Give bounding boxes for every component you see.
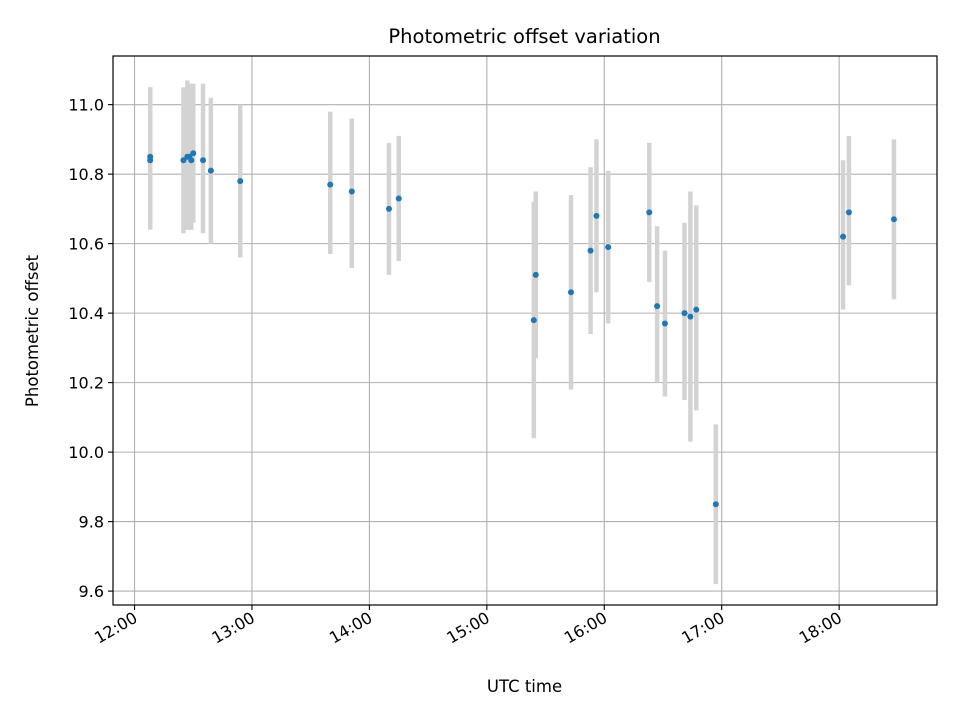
data-point: [712, 501, 719, 508]
data-point: [687, 313, 694, 320]
data-point: [327, 181, 334, 188]
data-point: [593, 212, 600, 219]
y-tick-label: 9.8: [79, 513, 104, 532]
x-tick-label: 17:00: [678, 608, 727, 648]
y-tick-label: 9.6: [79, 582, 104, 601]
data-point: [200, 157, 207, 164]
data-points: [147, 150, 897, 508]
data-point: [385, 205, 392, 212]
data-point: [190, 150, 197, 157]
y-tick-label: 10.8: [68, 165, 104, 184]
x-axis-ticks: 12:00 13:00 14:00 15:00 16:00 17:00 18:00: [91, 605, 845, 648]
y-tick-label: 10.4: [68, 304, 104, 323]
data-point: [661, 320, 668, 327]
y-tick-label: 10.6: [68, 235, 104, 254]
data-point: [147, 157, 154, 164]
x-tick-label: 15:00: [443, 608, 492, 648]
x-tick-label: 18:00: [796, 608, 845, 648]
y-axis-ticks: 9.6 9.8 10.0 10.2 10.4 10.6 10.8 11.0: [68, 96, 113, 601]
data-point: [567, 289, 574, 296]
x-axis-label: UTC time: [487, 677, 562, 696]
grid: [113, 56, 937, 605]
x-tick-label: 16:00: [561, 608, 610, 648]
data-point: [646, 209, 653, 216]
plot-frame: [112, 55, 938, 606]
x-tick-label: 13:00: [209, 608, 258, 648]
data-point: [693, 306, 700, 313]
y-tick-label: 10.2: [68, 374, 104, 393]
data-point: [840, 233, 847, 240]
data-point: [207, 167, 214, 174]
chart-title: Photometric offset variation: [388, 25, 660, 48]
data-point: [348, 188, 355, 195]
data-point: [395, 195, 402, 202]
data-point: [530, 317, 537, 324]
data-point: [845, 209, 852, 216]
y-axis-label: Photometric offset: [23, 254, 42, 407]
y-tick-label: 10.0: [68, 443, 104, 462]
data-point: [237, 178, 244, 185]
data-point: [587, 247, 594, 254]
data-point: [605, 244, 612, 251]
data-point: [890, 216, 897, 223]
data-point: [532, 271, 539, 278]
data-point: [681, 310, 688, 317]
x-tick-label: 14:00: [326, 608, 375, 648]
x-tick-label: 12:00: [91, 608, 140, 648]
data-point: [188, 157, 195, 164]
y-tick-label: 11.0: [68, 96, 104, 115]
data-point: [654, 303, 661, 310]
error-bars: [147, 80, 897, 585]
data-point: [180, 157, 187, 164]
